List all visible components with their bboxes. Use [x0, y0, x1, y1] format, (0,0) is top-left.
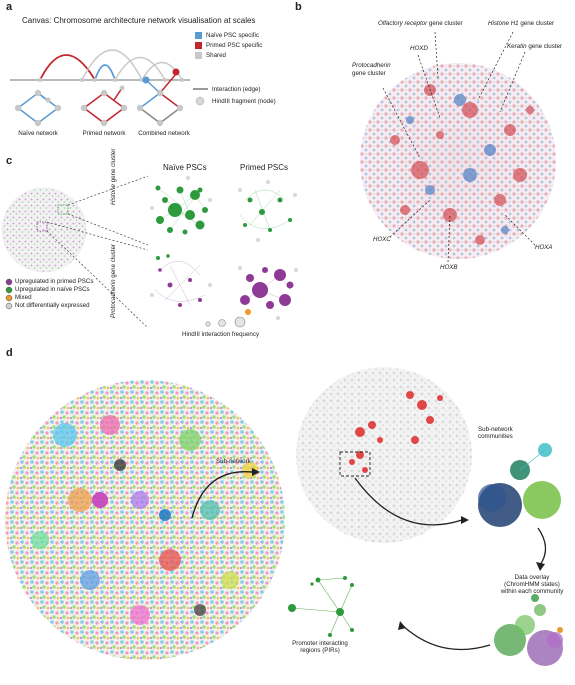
- primed-legend-swatch: [195, 42, 202, 49]
- subnetwork-circle: [296, 367, 472, 543]
- histone-h1-label: Histone H1 gene cluster: [488, 20, 555, 27]
- subnetwork-label: Sub-network: [216, 458, 251, 465]
- legend-node-label: HindIII fragment (node): [212, 98, 276, 105]
- keratin-label: Keratin gene cluster: [507, 43, 563, 50]
- legend-up-primed: Upregulated in primed PSCs: [15, 278, 94, 285]
- naive-legend-swatch: [195, 32, 202, 39]
- legend-up-naive: Upregulated in naïve PSCs: [15, 286, 90, 293]
- panel-d-big-circle: [5, 380, 285, 660]
- frequency-label: HindIII interaction frequency: [182, 331, 260, 338]
- protocadherin-suffix: gene cluster: [352, 70, 386, 77]
- naive-arc: [94, 64, 116, 81]
- panel-b-network-circle: [360, 63, 556, 259]
- panel-a-letter: a: [6, 1, 13, 13]
- shared-arc: [81, 49, 143, 81]
- hoxb-label: HOXB: [440, 264, 458, 271]
- primed-network-diagram: [80, 85, 128, 127]
- legend-shared-label: Shared: [206, 52, 226, 59]
- hoxa-label: HOXA: [535, 244, 553, 251]
- histone-primed-network: [238, 180, 297, 242]
- panel-b-leaders: [382, 31, 536, 263]
- protocadherin-label: Protocadherin: [352, 62, 391, 69]
- panel-d-letter: d: [6, 347, 13, 359]
- panel-c-overview-circle: [1, 187, 87, 273]
- legend-edge-label: Interaction (edge): [212, 86, 261, 93]
- legend-mixed: Mixed: [15, 294, 32, 301]
- subnetwork-selection-box: [339, 451, 371, 477]
- histone-naive-network: [150, 176, 212, 235]
- pcdh-naive-network: [150, 254, 212, 307]
- arrow-to-subnetwork: [191, 471, 253, 519]
- pcdh-primed-network: [238, 266, 298, 320]
- legend-naive-label: Naïve PSC specific: [206, 32, 259, 39]
- hoxc-label: HOXC: [373, 236, 391, 243]
- pirs-label: Promoter interacting regions (PIRs): [292, 640, 348, 654]
- naive-network-diagram: [14, 89, 62, 127]
- shared-legend-swatch: [195, 52, 202, 59]
- col-primed-label: Primed PSCs: [240, 163, 289, 172]
- olfactory-label: Olfactory receptor gene cluster: [378, 20, 463, 27]
- hoxd-label: HOXD: [410, 45, 428, 52]
- naive-network-label: Naïve network: [18, 130, 58, 137]
- pirs-network: [288, 576, 354, 637]
- overlay-label: Data overlay (ChromHMM states) within ea…: [500, 574, 564, 595]
- panel-b-letter: b: [295, 1, 302, 13]
- combined-network-label: Combined network: [138, 130, 190, 137]
- panel-a-title: Canvas: Chromosome architecture network …: [22, 16, 256, 25]
- primed-network-label: Primed network: [82, 130, 126, 137]
- communities-cluster: [478, 443, 561, 527]
- legend-primed-label: Primed PSC specific: [206, 42, 263, 49]
- row-pcdh-label: Protocadherin gene cluster: [110, 244, 117, 318]
- legend-not-de: Not differentially expressed: [15, 302, 90, 309]
- col-naive-label: Naïve PSCs: [163, 163, 207, 172]
- data-overlay-cluster: [494, 594, 563, 666]
- panel-c-legend-dots: [5, 278, 13, 310]
- primed-arc: [39, 54, 96, 81]
- row-histone-label: Histone gene cluster: [110, 148, 117, 205]
- frequency-scale-circles: [205, 316, 246, 328]
- communities-label: Sub-network communities: [478, 426, 513, 440]
- panel-c-letter: c: [6, 155, 13, 167]
- combined-network-diagram: [136, 68, 184, 127]
